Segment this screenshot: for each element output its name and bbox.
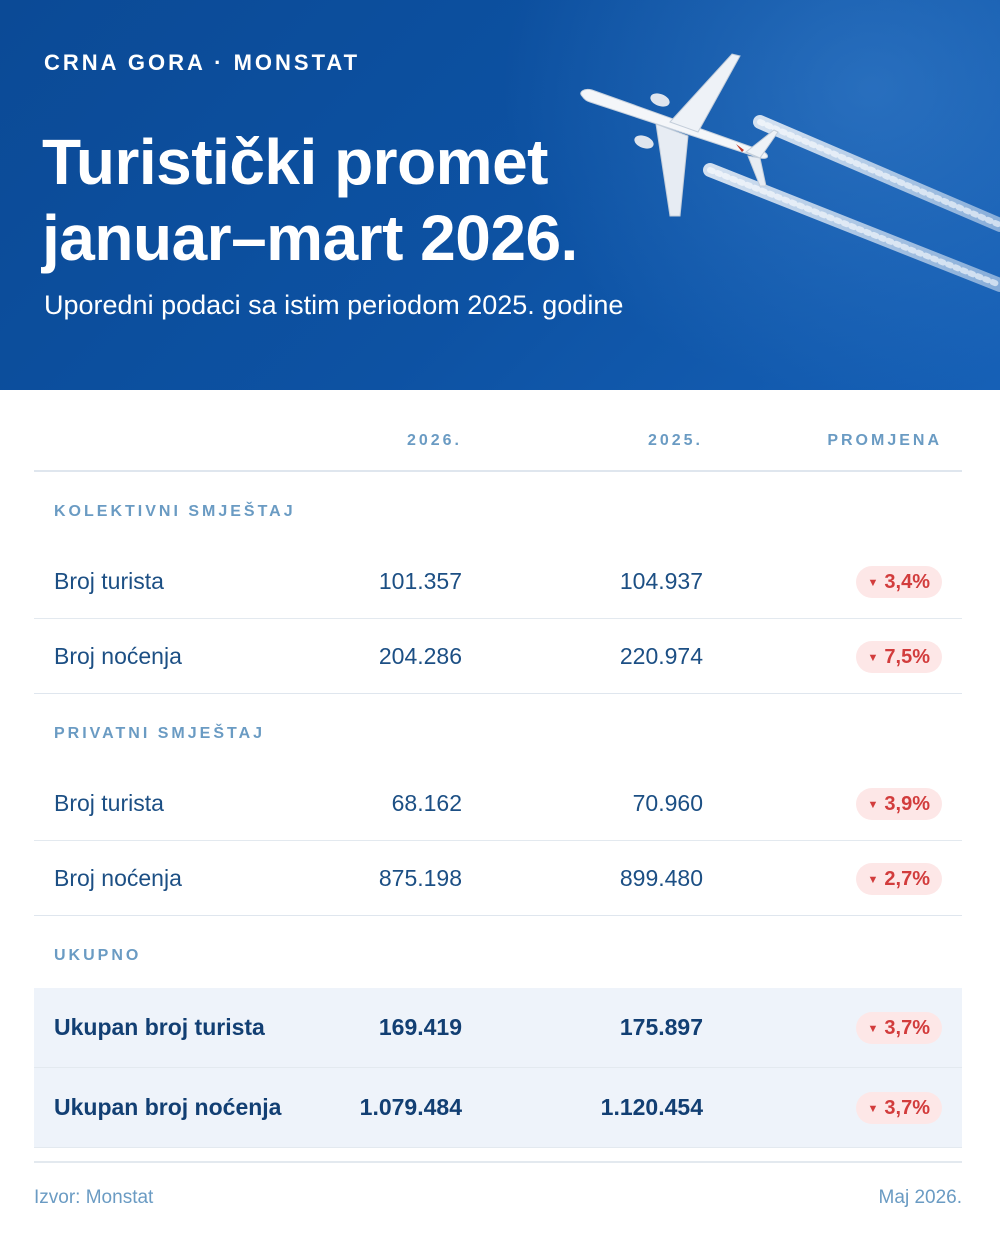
column-header-2025: 2025.: [647, 432, 703, 449]
stats-table: 2026. 2025. PROMJENA KOLEKTIVNI SMJEŠTAJ…: [34, 390, 962, 1148]
down-arrow-icon: ▼: [867, 1103, 879, 1115]
change-badge: ▼ 3,4%: [855, 566, 942, 598]
down-arrow-icon: ▼: [867, 652, 879, 664]
header-banner: CRNA GORA · MONSTAT Turistički promet ja…: [0, 0, 1000, 390]
value-2025: 1.120.454: [600, 1094, 703, 1120]
page-title: Turistički promet januar–mart 2026.: [42, 124, 578, 276]
value-2026: 68.162: [391, 790, 462, 816]
change-badge: ▼ 3,9%: [855, 788, 942, 820]
change-value: 3,7%: [884, 1097, 930, 1119]
change-value: 2,7%: [884, 868, 930, 890]
table-row: Broj turista 101.357 104.937 ▼ 3,4%: [34, 544, 962, 619]
down-arrow-icon: ▼: [867, 1023, 879, 1035]
total-row: Ukupan broj noćenja 1.079.484 1.120.454 …: [34, 1068, 962, 1148]
value-2026: 169.419: [378, 1014, 462, 1040]
section-label-kolektivni: KOLEKTIVNI SMJEŠTAJ: [34, 472, 962, 544]
change-badge: ▼ 7,5%: [855, 641, 942, 673]
value-2025: 899.480: [619, 865, 703, 891]
table-header: 2026. 2025. PROMJENA: [34, 390, 962, 472]
airplane-illustration: [580, 53, 1000, 292]
change-badge: ▼ 3,7%: [855, 1092, 942, 1124]
table-row: Broj noćenja 204.286 220.974 ▼ 7,5%: [34, 619, 962, 694]
title-line-2: januar–mart 2026.: [42, 202, 578, 274]
value-2026: 101.357: [378, 568, 462, 594]
value-2025: 70.960: [632, 790, 703, 816]
row-label: Ukupan broj noćenja: [54, 1094, 282, 1120]
footer-date: Maj 2026.: [878, 1187, 962, 1208]
section-label-privatni: PRIVATNI SMJEŠTAJ: [34, 694, 962, 766]
change-badge: ▼ 2,7%: [855, 863, 942, 895]
change-value: 7,5%: [884, 646, 930, 668]
title-line-1: Turistički promet: [42, 126, 548, 198]
value-2025: 220.974: [619, 643, 703, 669]
row-label: Ukupan broj turista: [54, 1014, 265, 1040]
change-value: 3,7%: [884, 1017, 930, 1039]
value-2026: 1.079.484: [359, 1094, 462, 1120]
page-subtitle: Uporedni podaci sa istim periodom 2025. …: [44, 290, 624, 320]
change-badge: ▼ 3,7%: [855, 1012, 942, 1044]
value-2025: 175.897: [619, 1014, 703, 1040]
total-row: Ukupan broj turista 169.419 175.897 ▼ 3,7…: [34, 988, 962, 1068]
section-title: PRIVATNI SMJEŠTAJ: [54, 725, 266, 742]
down-arrow-icon: ▼: [867, 577, 879, 589]
row-label: Broj turista: [54, 568, 164, 594]
change-value: 3,9%: [884, 793, 930, 815]
footer-source: Izvor: Monstat: [34, 1187, 154, 1208]
row-label: Broj noćenja: [54, 865, 182, 891]
table-row: Broj turista 68.162 70.960 ▼ 3,9%: [34, 766, 962, 841]
table-row: Broj noćenja 875.198 899.480 ▼ 2,7%: [34, 841, 962, 916]
change-value: 3,4%: [884, 571, 930, 593]
footer-divider: [34, 1161, 962, 1163]
column-header-2026: 2026.: [406, 432, 462, 449]
column-header-change: PROMJENA: [827, 432, 942, 449]
section-label-ukupno: UKUPNO: [34, 916, 962, 988]
value-2026: 204.286: [378, 643, 462, 669]
section-title: KOLEKTIVNI SMJEŠTAJ: [54, 503, 296, 520]
header-kicker: CRNA GORA · MONSTAT: [44, 50, 361, 75]
row-label: Broj noćenja: [54, 643, 182, 669]
down-arrow-icon: ▼: [867, 874, 879, 886]
down-arrow-icon: ▼: [867, 799, 879, 811]
value-2026: 875.198: [378, 865, 462, 891]
row-label: Broj turista: [54, 790, 164, 816]
value-2025: 104.937: [619, 568, 703, 594]
section-title: UKUPNO: [54, 947, 142, 964]
